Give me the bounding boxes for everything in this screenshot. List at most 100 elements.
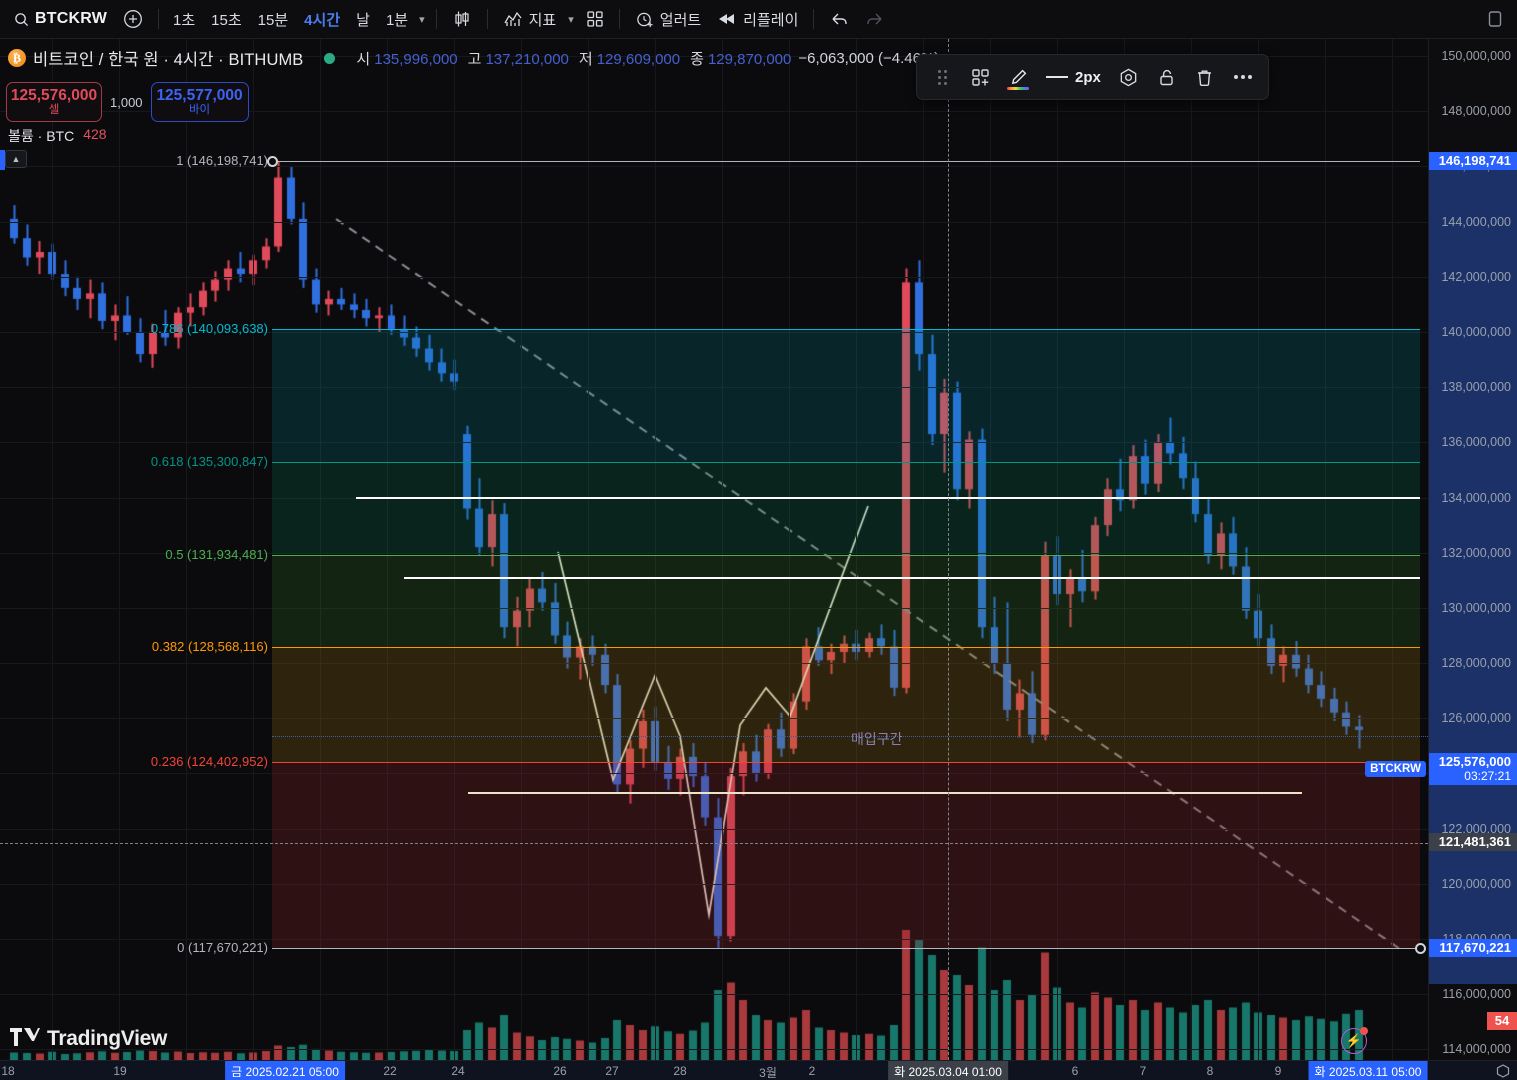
fib-zone-5: [272, 762, 1420, 948]
candlestick-icon: [452, 9, 472, 29]
ohlc-value-3: 129,870,000: [707, 50, 792, 68]
last-price-badge[interactable]: 125,576,000 03:27:21: [1429, 753, 1517, 785]
more-options-button[interactable]: [1225, 59, 1261, 95]
settings-button[interactable]: [1111, 59, 1147, 95]
drawing-toolbar[interactable]: 2px: [916, 54, 1269, 100]
time-badge-last[interactable]: 화 2025.03.11 05:00: [1308, 1061, 1428, 1080]
timeframe-1[interactable]: 15초: [211, 11, 242, 29]
redo-button[interactable]: [857, 4, 893, 34]
order-quantity[interactable]: 1,000: [110, 94, 143, 110]
fib-top-badge[interactable]: 146,198,741: [1429, 152, 1517, 170]
time-badge-crosshair[interactable]: 화 2025.03.04 01:00: [888, 1061, 1008, 1080]
timeframe-2[interactable]: 15분: [257, 11, 289, 29]
price-tick-5: 140,000,000: [1441, 325, 1511, 339]
candlestick-canvas[interactable]: [0, 39, 1428, 1060]
fib-line-5[interactable]: [272, 762, 1420, 764]
more-horizontal-icon: [1233, 75, 1252, 79]
fullscreen-button[interactable]: [1479, 4, 1511, 34]
price-tick-18: 114,000,000: [1442, 1042, 1511, 1057]
fib-line-2[interactable]: [272, 461, 1420, 463]
fib-top-badge-text: 146,198,741: [1438, 153, 1511, 168]
volume-legend[interactable]: 볼륨 · BTC 428: [8, 126, 107, 146]
time-axis[interactable]: 18192022242627283월26789 금 2025.02.21 05:…: [0, 1060, 1517, 1080]
gridline-h-14: [0, 828, 1428, 830]
chart-pane[interactable]: 1 (146,198,741) 0.786 (140,093,638) 0.618 …: [0, 39, 1428, 1060]
add-template-button[interactable]: [962, 59, 998, 95]
indicators-icon: [503, 10, 523, 28]
gridline-v: [588, 39, 589, 1060]
fib-line-1[interactable]: [272, 329, 1420, 331]
time-tick-1: 19: [113, 1064, 127, 1078]
undo-button[interactable]: [821, 4, 857, 34]
fib-label-2: 0.618 (135,300,847): [150, 453, 268, 469]
add-symbol-button[interactable]: [115, 4, 151, 34]
time-tick-10: 6: [1071, 1064, 1079, 1078]
gridline-h-12: [0, 718, 1428, 720]
ohlc-key-3: 종: [690, 50, 704, 68]
ohlc-key-2: 저: [578, 50, 593, 68]
timeframe-5[interactable]: 1분: [385, 11, 409, 29]
templates-button[interactable]: [578, 4, 612, 34]
chart-style-button[interactable]: [444, 4, 480, 34]
drawn-hline-1[interactable]: [356, 497, 1420, 499]
pane-active-indicator: [0, 150, 5, 170]
time-tick-13: 9: [1274, 1064, 1282, 1078]
fib-line-3[interactable]: [272, 554, 1420, 556]
tradingview-wordmark: TradingView: [47, 1027, 168, 1050]
price-axis[interactable]: 150,000,000148,000,000146,000,000144,000…: [1428, 39, 1517, 1060]
color-picker-button[interactable]: [1000, 59, 1036, 95]
time-tick-7: 28: [673, 1064, 687, 1078]
fib-handle-0[interactable]: [267, 156, 278, 167]
fib-label-1: 0.786 (140,093,638): [150, 321, 268, 337]
sell-button[interactable]: 125,576,000 셀: [6, 82, 102, 122]
alert-button[interactable]: 얼러트: [627, 4, 709, 34]
delete-button[interactable]: [1187, 59, 1223, 95]
divider: [158, 9, 160, 29]
chevron-down-icon[interactable]: ▾: [419, 13, 425, 26]
chart-title[interactable]: 비트코인 / 한국 원 · 4시간 · BITHUMB: [33, 51, 304, 69]
collapse-pane-button[interactable]: ▲: [5, 150, 27, 168]
gridline-v: [655, 39, 656, 1060]
price-tick-15: 120,000,000: [1441, 876, 1511, 891]
fib-label-4: 0.382 (128,568,116): [151, 639, 268, 655]
crosshair-price-badge[interactable]: 121,481,361: [1429, 833, 1517, 851]
fullscreen-icon: [1487, 10, 1503, 28]
time-axis-settings-icon[interactable]: [1495, 1063, 1511, 1080]
timeframe-3[interactable]: 4시간: [304, 11, 341, 29]
timeframe-0[interactable]: 1초: [173, 11, 196, 29]
symbol-price-pill[interactable]: BTCKRW: [1365, 761, 1426, 777]
time-badge-selected[interactable]: 금 2025.02.21 05:00: [225, 1061, 345, 1080]
drawn-hline-2[interactable]: [404, 577, 1420, 579]
sell-label: 셀: [48, 104, 60, 117]
drag-handle-icon[interactable]: [924, 59, 960, 95]
gridline-v: [990, 39, 991, 1060]
fib-bottom-badge[interactable]: 117,670,221: [1429, 939, 1517, 957]
volume-badge[interactable]: 54: [1487, 1012, 1517, 1030]
line-width-button[interactable]: 2px: [1038, 59, 1109, 95]
fib-handle-1[interactable]: [1415, 943, 1426, 954]
fib-line-0[interactable]: [272, 161, 1420, 162]
fib-line-4[interactable]: [272, 647, 1420, 649]
crosshair-price-badge-text: 121,481,361: [1438, 834, 1511, 849]
buy-button[interactable]: 125,577,000 바이: [150, 82, 249, 122]
indicators-button[interactable]: 지표: [495, 4, 565, 34]
time-tick-12: 8: [1206, 1064, 1214, 1078]
price-tick-10: 130,000,000: [1441, 600, 1511, 615]
tradingview-logo[interactable]: TradingView: [10, 1026, 167, 1052]
drawn-hline-3[interactable]: [468, 792, 1302, 794]
gridline-h-7: [0, 442, 1428, 444]
ohlc-value-1: 137,210,000: [485, 50, 569, 68]
chevron-down-icon[interactable]: ▾: [568, 13, 574, 26]
replay-button[interactable]: 리플레이: [709, 4, 806, 34]
price-tick-0: 150,000,000: [1441, 49, 1511, 64]
fib-line-6[interactable]: [272, 948, 1420, 949]
redo-icon: [865, 11, 885, 27]
grid-templates-icon: [586, 10, 604, 28]
buy-price: 125,577,000: [156, 86, 243, 104]
lock-button[interactable]: [1149, 59, 1185, 95]
price-tick-9: 132,000,000: [1441, 545, 1511, 560]
alarm-clock-icon: [635, 10, 654, 29]
timeframe-4[interactable]: 날: [356, 11, 370, 29]
symbol-search-button[interactable]: BTCKRW: [6, 4, 115, 34]
replay-fab-button[interactable]: ⚡: [1341, 1027, 1368, 1054]
